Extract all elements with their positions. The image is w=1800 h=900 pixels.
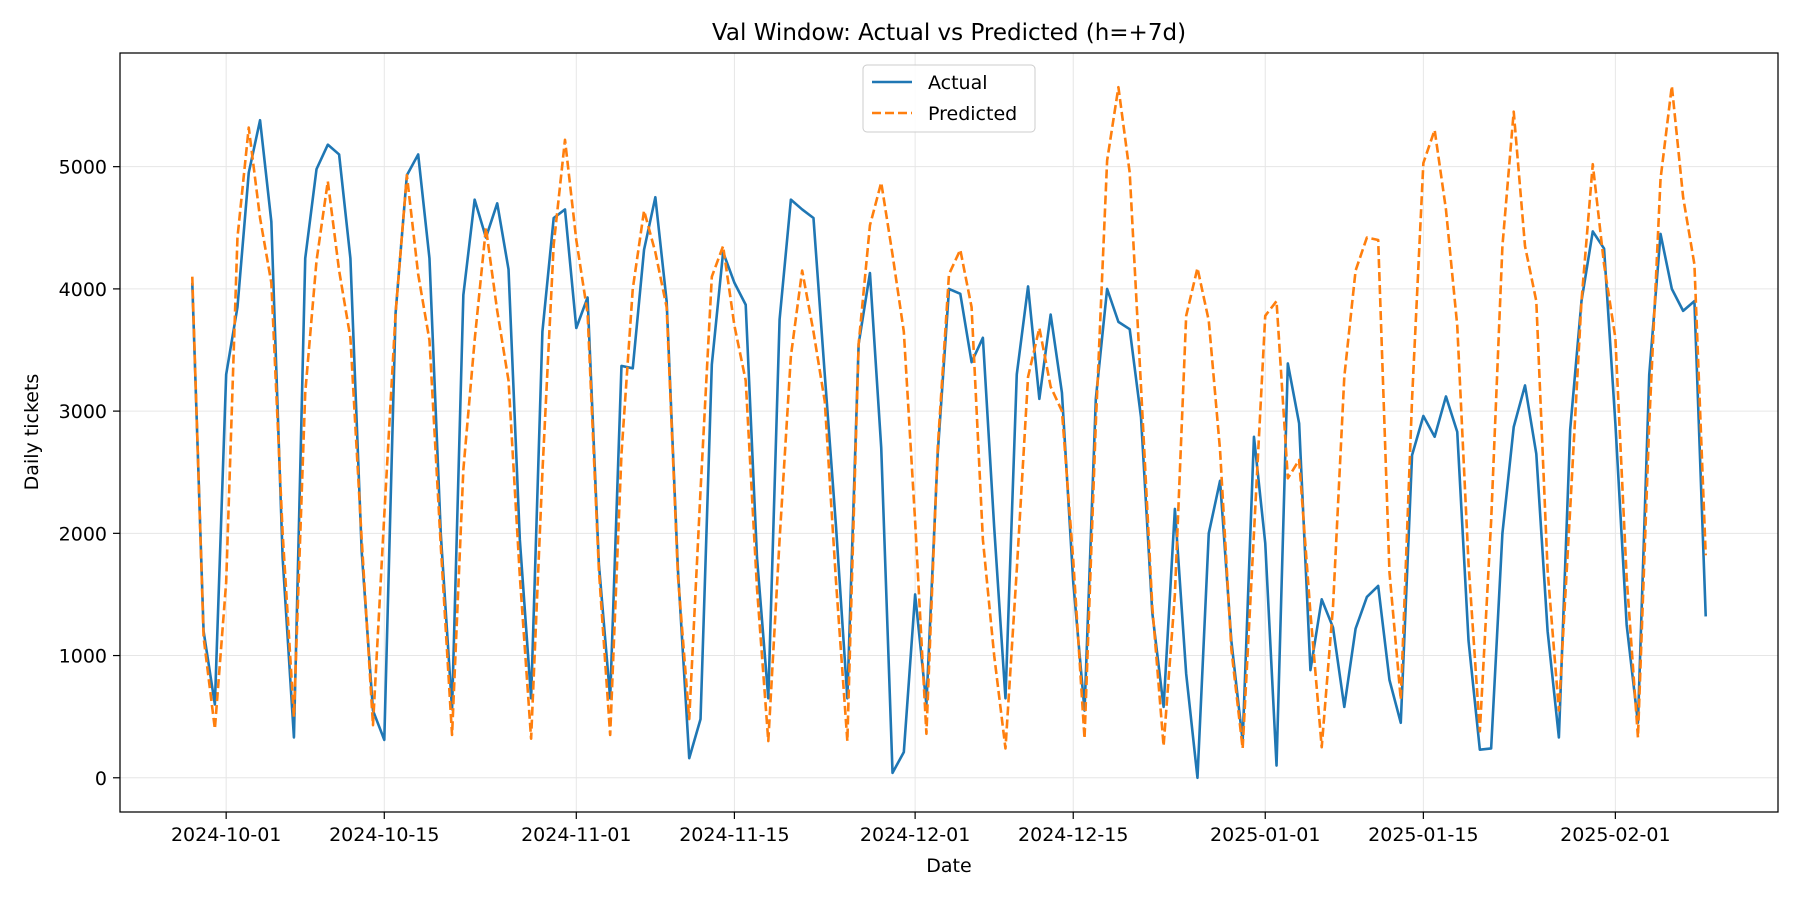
y-tick-label: 0 (95, 768, 107, 790)
chart-title: Val Window: Actual vs Predicted (h=+7d) (712, 20, 1186, 46)
series-line-predicted (190, 84, 1708, 750)
y-tick-label: 2000 (59, 523, 107, 545)
legend-actual-label: Actual (928, 72, 988, 94)
x-tick-label: 2024-10-15 (329, 824, 439, 846)
plot-frame (119, 52, 1779, 813)
legend-predicted-label: Predicted (928, 103, 1017, 125)
x-tick-label: 2024-11-01 (521, 824, 631, 846)
axes: 2024-10-01 2024-10-15 2024-11-01 2024-11-15… (59, 157, 1671, 846)
y-tick-label: 3000 (59, 401, 107, 423)
y-tick-label: 5000 (59, 157, 107, 179)
x-tick-label: 2024-11-15 (679, 824, 789, 846)
series-layer (190, 84, 1708, 780)
legend: Actual Predicted (862, 64, 1036, 133)
x-tick-label: 2024-12-15 (1018, 824, 1128, 846)
x-tick-label: 2025-01-15 (1368, 824, 1478, 846)
x-tick-label: 2024-10-01 (171, 824, 281, 846)
x-tick-label: 2025-01-01 (1210, 824, 1320, 846)
x-axis-label: Date (926, 855, 971, 877)
y-tick-label: 1000 (59, 646, 107, 668)
x-tick-label: 2025-02-01 (1560, 824, 1670, 846)
y-axis-label: Daily tickets (21, 374, 43, 491)
x-tick-label: 2024-12-01 (860, 824, 970, 846)
y-tick-label: 4000 (59, 279, 107, 301)
